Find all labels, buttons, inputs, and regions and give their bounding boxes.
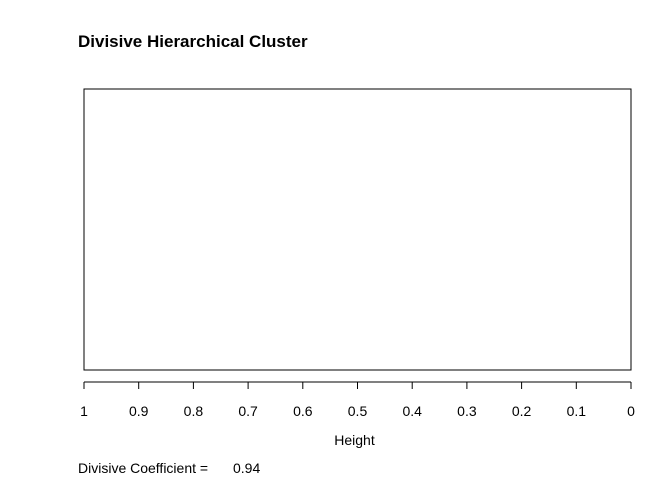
plot-frame [83,88,632,371]
x-tick-label: 0.4 [402,403,422,419]
x-tick-label: 0.2 [512,403,532,419]
x-tick-label: 0.5 [348,403,368,419]
x-axis-label: Height [334,432,375,448]
divisive-coefficient-value: 0.94 [233,460,260,476]
x-axis: 1 0.9 0.8 0.7 0.6 0.5 0.4 0.3 0.2 0.1 0 [80,381,635,419]
x-tick-label: 0 [627,403,635,419]
x-tick-label: 0.6 [293,403,313,419]
x-tick-label: 0.7 [238,403,258,419]
x-tick-label: 0.1 [567,403,587,419]
x-ticks [83,382,632,389]
x-tick-label: 0.9 [129,403,149,419]
x-tick-label: 0.8 [184,403,204,419]
divisive-coefficient-label: Divisive Coefficient = [78,460,208,476]
x-tick-labels: 1 0.9 0.8 0.7 0.6 0.5 0.4 0.3 0.2 0.1 0 [80,403,635,419]
x-tick-label: 0.3 [457,403,477,419]
chart-title: Divisive Hierarchical Cluster [78,32,308,51]
x-tick-label: 1 [80,403,88,419]
